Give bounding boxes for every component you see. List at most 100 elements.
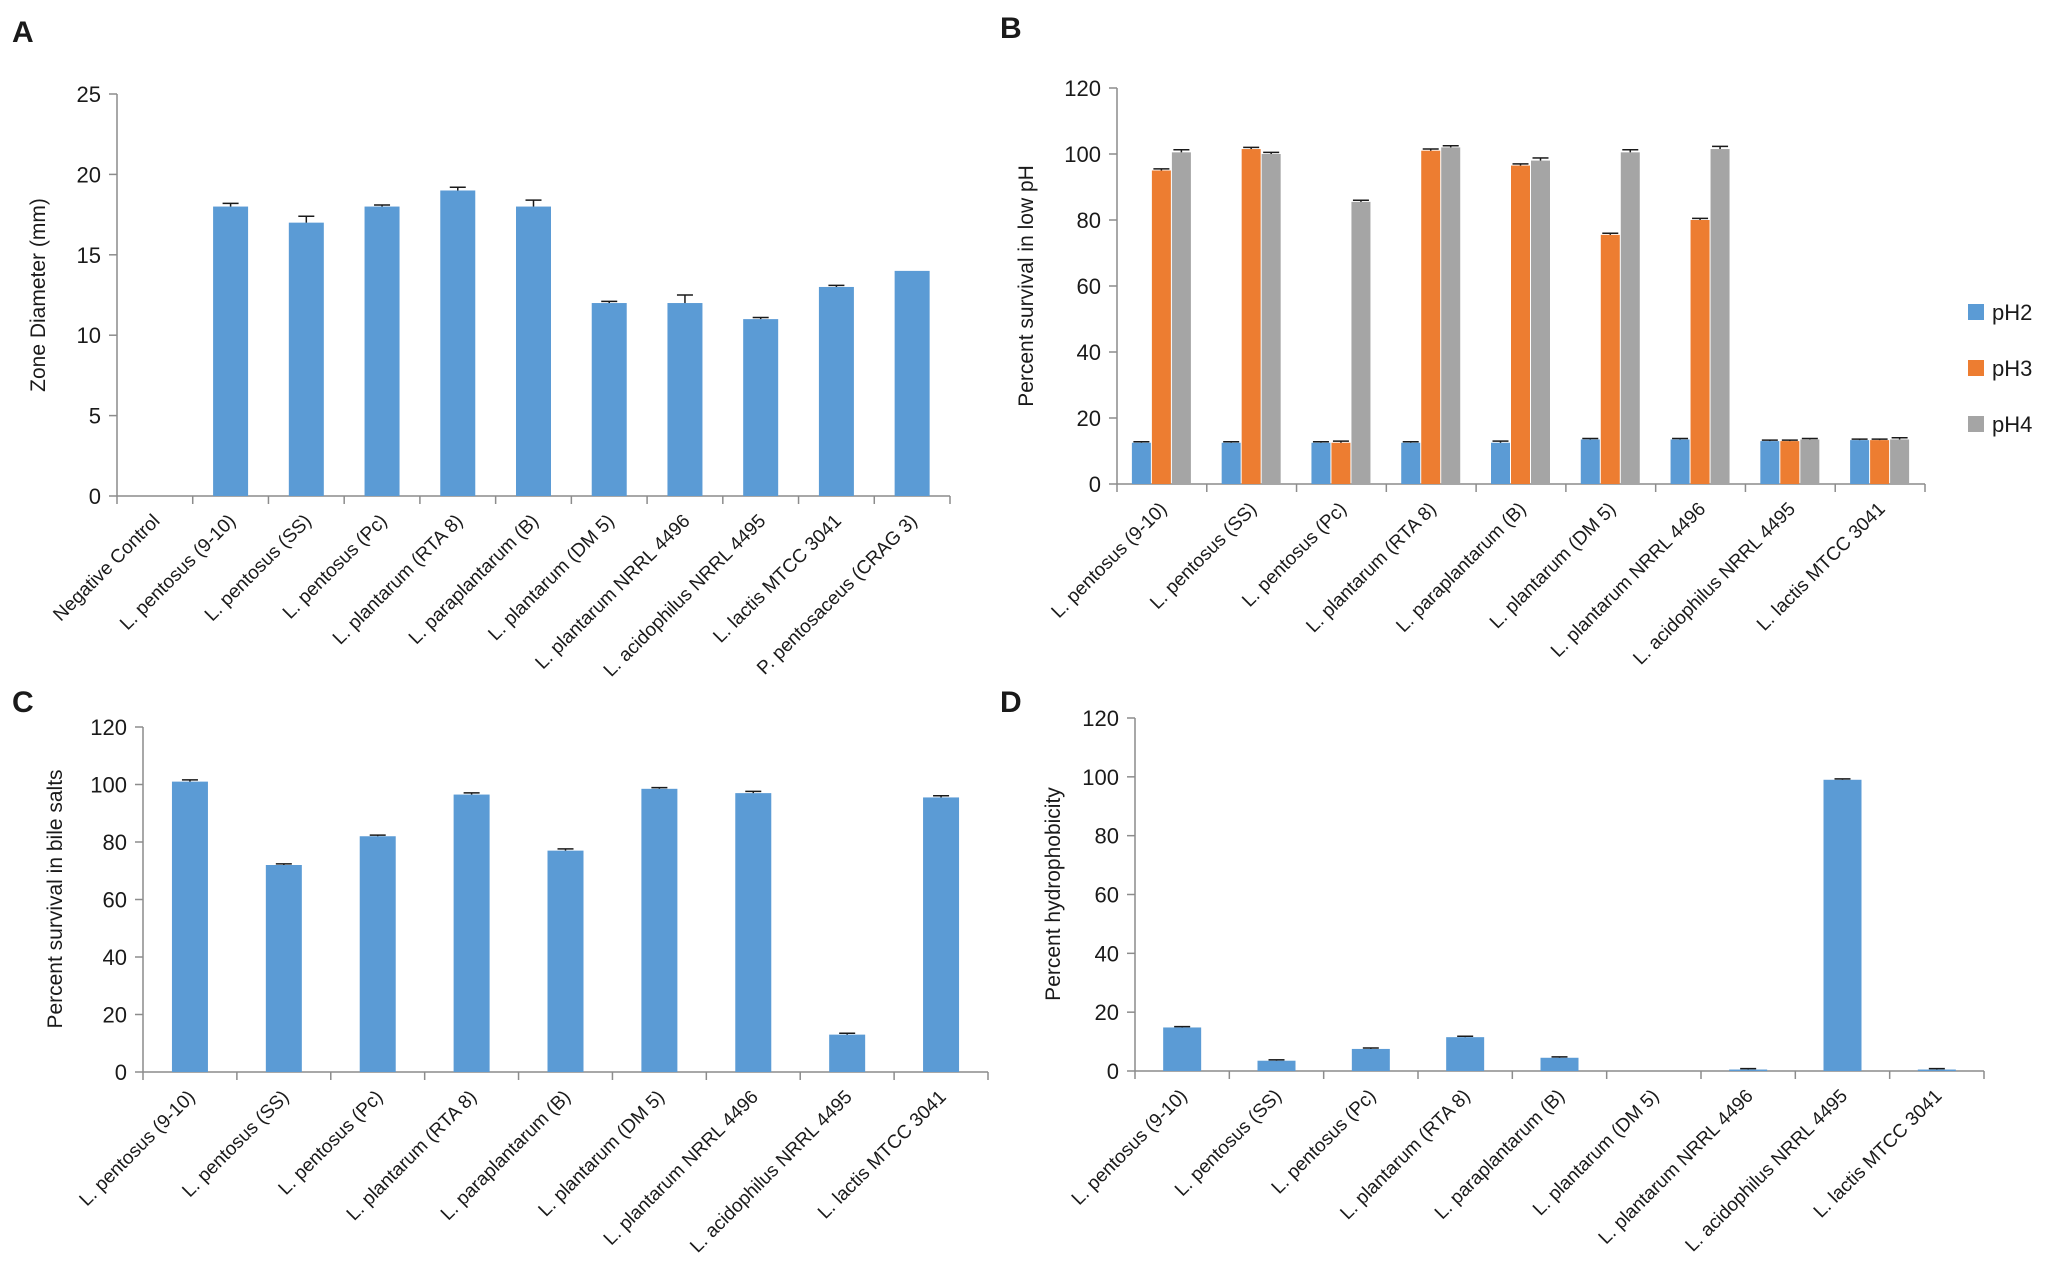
- bar-ph4: [1261, 154, 1281, 484]
- bar: [1163, 1027, 1202, 1071]
- y-tick-label: 60: [1077, 274, 1101, 299]
- bar: [894, 270, 930, 496]
- y-tick-label: 120: [90, 715, 127, 740]
- legend-swatch-ph2: [1968, 304, 1984, 320]
- bar: [265, 865, 302, 1072]
- bar-ph2: [1760, 441, 1780, 484]
- bar-ph2: [1131, 442, 1151, 484]
- y-tick-label: 0: [89, 484, 101, 509]
- legend-swatch-ph3: [1968, 360, 1984, 376]
- y-tick-label: 80: [103, 830, 127, 855]
- bar-ph3: [1241, 149, 1261, 485]
- bar: [641, 788, 678, 1072]
- x-category-label: L. plantarum NRRL 4496: [532, 511, 695, 674]
- bar-ph2: [1311, 442, 1331, 484]
- x-category-label: L. pentosus (9-10): [1068, 1086, 1192, 1210]
- bar: [1917, 1069, 1956, 1071]
- bar-ph2: [1580, 439, 1600, 484]
- y-tick-label: 80: [1077, 208, 1101, 233]
- y-tick-label: 25: [77, 82, 101, 107]
- bar-ph4: [1800, 439, 1820, 484]
- x-category-label: L. paraplantarum (B): [405, 511, 543, 649]
- y-tick-label: 0: [115, 1060, 127, 1085]
- bar-ph4: [1620, 152, 1640, 484]
- y-tick-label: 40: [1077, 340, 1101, 365]
- bar-ph4: [1531, 160, 1550, 484]
- bar-ph4: [1171, 152, 1191, 484]
- panel-c: C 0 20 40 60 80 100 120 Percent survival in bile…: [12, 686, 989, 1257]
- bar: [829, 1034, 866, 1072]
- y-tick-label: 40: [103, 945, 127, 970]
- y-tick-label: 40: [1095, 941, 1119, 966]
- bar: [453, 794, 490, 1072]
- panel-letter: B: [1000, 12, 1022, 45]
- legend-label: pH4: [1992, 412, 2032, 437]
- bar: [743, 319, 779, 496]
- bar: [516, 206, 551, 496]
- bar-ph2: [1670, 439, 1690, 484]
- y-tick-label: 60: [1095, 883, 1119, 908]
- bar-ph4: [1441, 147, 1461, 484]
- bar-ph4: [1890, 439, 1910, 484]
- y-tick-label: 120: [1064, 76, 1101, 101]
- y-tick-label: 60: [103, 888, 127, 913]
- bar-ph3: [1600, 234, 1620, 484]
- y-tick-label: 80: [1095, 824, 1119, 849]
- y-tick-label: 20: [77, 162, 101, 187]
- y-tick-label: 100: [1082, 765, 1119, 790]
- y-tick-label: 100: [1064, 142, 1101, 167]
- panel-letter: D: [1000, 686, 1022, 719]
- bar: [735, 793, 772, 1072]
- bar-ph3: [1780, 441, 1800, 484]
- x-category-label: L. acidophilus NRRL 4495: [1629, 499, 1799, 669]
- x-category-label: L. acidophilus NRRL 4495: [1682, 1086, 1852, 1256]
- bar: [1540, 1057, 1579, 1071]
- legend-label: pH2: [1992, 300, 2032, 325]
- y-tick-label: 15: [77, 243, 101, 268]
- y-tick-label: 0: [1089, 472, 1101, 497]
- legend-swatch-ph4: [1968, 416, 1984, 432]
- bar: [547, 850, 584, 1072]
- y-axis-title: Percent survival in low pH: [1015, 165, 1038, 407]
- x-category-label: L. acidophilus NRRL 4495: [686, 1087, 856, 1257]
- bar: [213, 206, 249, 496]
- bar: [923, 797, 960, 1072]
- bar: [171, 781, 208, 1072]
- y-tick-label: 100: [90, 773, 127, 798]
- x-category-label: L. plantarum NRRL 4496: [1595, 1086, 1758, 1249]
- panel-d: D 0 20 40 60 80 100 120 Percent hydrophobicity L.…: [1000, 686, 1985, 1256]
- y-axis-title: Percent survival in bile salts: [44, 769, 67, 1028]
- y-axis-title: Zone Diameter (mm): [27, 198, 50, 392]
- bar: [591, 303, 627, 496]
- bar: [667, 303, 703, 496]
- bar: [818, 286, 854, 496]
- bar-ph2: [1401, 442, 1421, 484]
- panel-letter: A: [12, 16, 34, 49]
- bar: [359, 836, 396, 1072]
- x-category-label: L. plantarum (RTA 8): [329, 511, 467, 649]
- bar-ph3: [1511, 165, 1530, 485]
- y-tick-label: 0: [1107, 1059, 1119, 1084]
- bar: [440, 190, 476, 497]
- bar: [1351, 1048, 1390, 1071]
- x-category-label: L. plantarum NRRL 4496: [600, 1087, 763, 1250]
- legend: pH2 pH3 pH4: [1968, 300, 2032, 437]
- x-category-label: P. pentosaceus (CRAG 3): [753, 511, 921, 679]
- y-tick-label: 20: [1077, 406, 1101, 431]
- bar-ph3: [1870, 440, 1890, 484]
- bar: [1257, 1060, 1296, 1071]
- bar: [1823, 779, 1862, 1071]
- y-axis-title: Percent hydrophobicity: [1042, 787, 1065, 1001]
- legend-label: pH3: [1992, 356, 2032, 381]
- y-tick-label: 120: [1082, 706, 1119, 731]
- bar-ph2: [1850, 440, 1870, 484]
- bar: [1729, 1069, 1768, 1071]
- bar-ph2: [1221, 442, 1241, 484]
- bar-ph3: [1331, 442, 1351, 484]
- bar-ph3: [1421, 150, 1441, 484]
- y-tick-label: 20: [103, 1003, 127, 1028]
- bar: [364, 206, 400, 496]
- y-tick-label: 5: [89, 404, 101, 429]
